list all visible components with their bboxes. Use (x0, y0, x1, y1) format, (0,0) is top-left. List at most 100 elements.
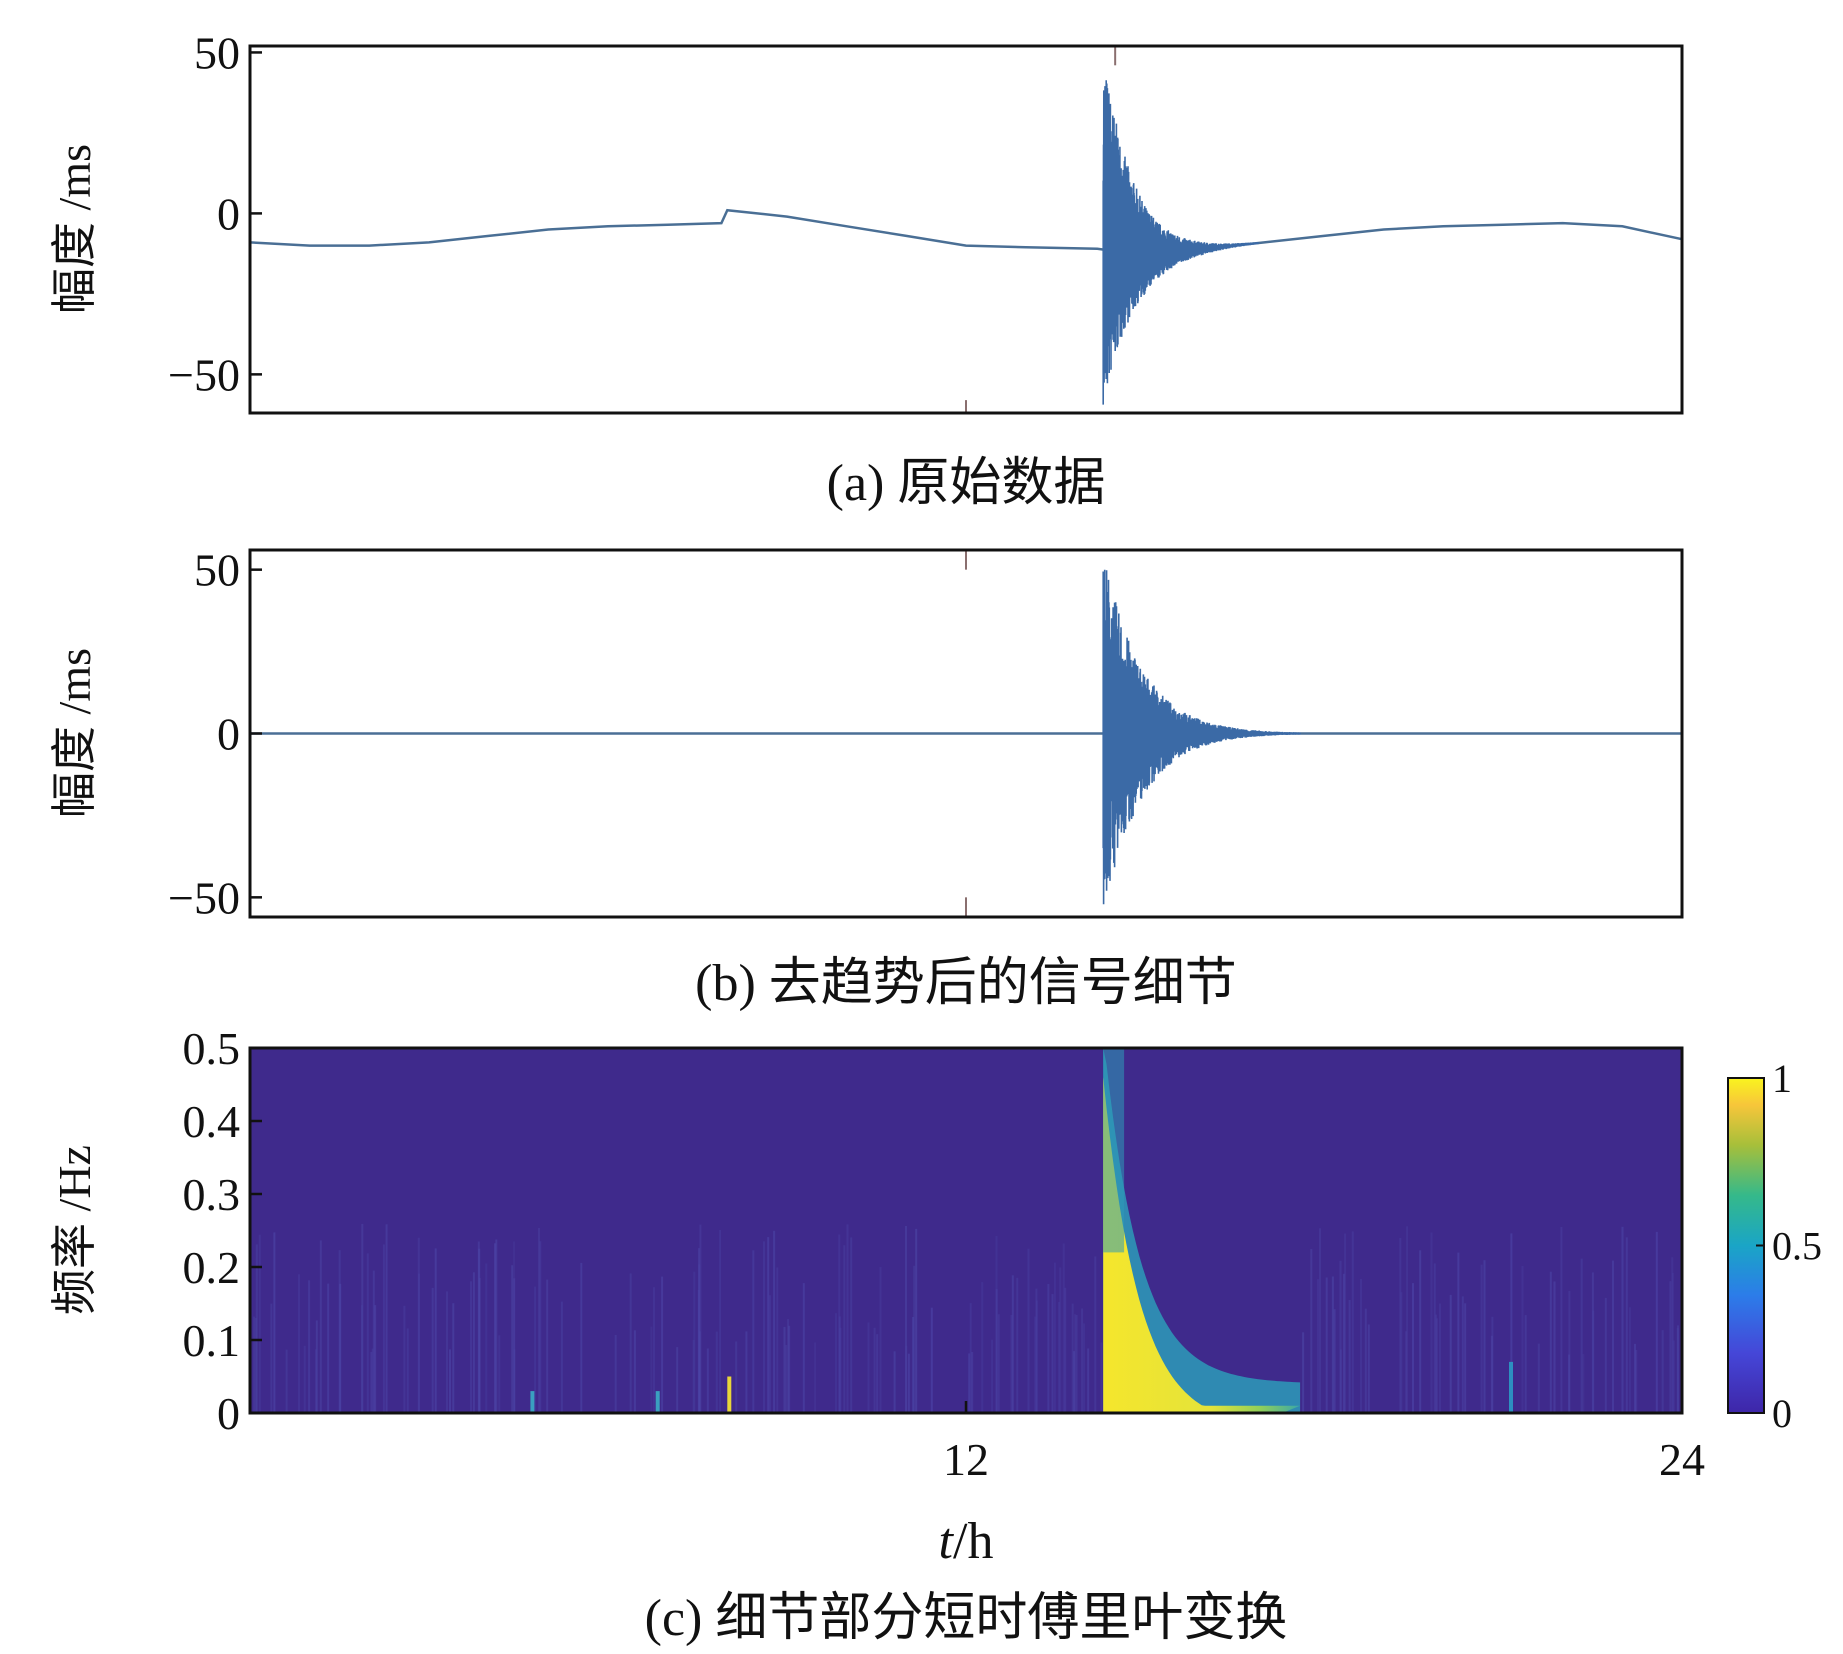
spectrogram-streak (930, 1307, 933, 1413)
xlabel-italic: t (939, 1513, 955, 1570)
spectrogram-spot (530, 1391, 535, 1413)
spectrogram-streak (893, 1351, 896, 1413)
spectrogram-streak (1010, 1315, 1013, 1413)
ytick-label: 0.2 (183, 1242, 241, 1293)
spectrogram-streak (560, 1301, 563, 1413)
spectrogram-streak (1671, 1272, 1674, 1413)
spectrogram-streak (338, 1250, 341, 1413)
spectrogram-streak (1521, 1266, 1524, 1413)
spectrogram-streak (1073, 1351, 1076, 1413)
spectrogram-streak (969, 1303, 972, 1413)
spectrogram-streak (715, 1331, 718, 1413)
spectrogram-streak (1100, 1342, 1103, 1413)
panel-b: 50 0 −50 幅度 /ms (b) 去趋势后的信号细节 (49, 545, 1684, 1012)
spectrogram-streak (1604, 1297, 1607, 1413)
panel-a-frame (248, 44, 1684, 415)
spectrogram-spot (655, 1391, 660, 1413)
event-onset-streak (1103, 1048, 1125, 1253)
spectrogram-streak (477, 1241, 480, 1413)
spectrogram-streak (693, 1271, 696, 1413)
spectrogram-streak (406, 1328, 409, 1413)
spectrogram-streak (1677, 1325, 1679, 1413)
spectrogram-streak (735, 1341, 738, 1413)
spectrogram-streak (1344, 1233, 1347, 1413)
spectrogram-streak (1053, 1262, 1056, 1413)
spectrogram-streak (676, 1347, 679, 1413)
spectrogram-streak (814, 1342, 817, 1413)
spectrogram-streak (1671, 1257, 1674, 1413)
xtick-label: 12 (943, 1434, 989, 1485)
spectrogram-streak (254, 1318, 257, 1413)
spectrogram-streak (1331, 1276, 1334, 1413)
spectrogram-streak (1367, 1324, 1370, 1413)
spectrogram-streak (1592, 1310, 1595, 1413)
spectrogram-streak (308, 1280, 311, 1413)
spectrogram-streak (1339, 1260, 1342, 1413)
panel-a: 50 0 −50 幅度 /ms (a) 原始数据 (49, 27, 1684, 512)
spectrogram-streak (907, 1353, 910, 1413)
spectrogram-streak (1051, 1294, 1054, 1413)
colorbar-tick-label: 1 (1772, 1056, 1792, 1101)
spectrogram-streak (485, 1263, 488, 1413)
spectrogram-streak (470, 1281, 472, 1413)
spectrogram-streak (1510, 1233, 1513, 1413)
spectrogram-streak (1582, 1354, 1585, 1413)
spectrogram-spot (1509, 1361, 1513, 1413)
spectrogram-streak (1457, 1252, 1460, 1413)
spectrogram-streak (1430, 1232, 1433, 1413)
ytick-label: 50 (194, 545, 240, 596)
spectrogram-streak (498, 1335, 501, 1413)
spectrogram-streak (360, 1305, 363, 1413)
ytick-label: 0.5 (183, 1023, 241, 1074)
spectrogram-streak (650, 1326, 653, 1413)
spectrogram-streak (1612, 1260, 1614, 1413)
spectrogram-streak (1064, 1287, 1067, 1413)
spectrogram-streak (1405, 1331, 1408, 1413)
spectrogram-streak (1087, 1348, 1090, 1413)
spectrogram-streak (314, 1349, 317, 1413)
ytick-label: −50 (168, 872, 240, 923)
spectrogram-background (250, 1048, 1682, 1413)
spectrogram-streak (1081, 1308, 1084, 1413)
ytick-label: 0.1 (183, 1315, 241, 1366)
spectrogram-streak (1339, 1349, 1342, 1413)
xtick-label: 24 (1659, 1434, 1705, 1485)
spectrogram-spot (727, 1376, 732, 1413)
ytick-label: 0 (217, 188, 240, 239)
spectrogram-streak (692, 1339, 695, 1413)
spectrogram-streak (372, 1270, 375, 1413)
spectrogram-streak (1047, 1284, 1050, 1413)
spectrogram-streak (698, 1264, 701, 1413)
spectrogram-streak (1669, 1281, 1672, 1413)
spectrogram-streak (1436, 1318, 1438, 1413)
panel-b-ylabel: 幅度 /ms (49, 648, 100, 818)
spectrogram-streak (879, 1267, 882, 1413)
spectrogram-streak (1399, 1238, 1402, 1413)
spectrogram-streak (303, 1345, 306, 1413)
spectrogram-streak (843, 1245, 846, 1413)
spectrogram-streak (905, 1226, 907, 1413)
spectrogram-streak (258, 1234, 261, 1413)
ytick-label: −50 (168, 349, 240, 400)
spectrogram-streak (1433, 1263, 1436, 1413)
spectrogram-streak (1568, 1354, 1571, 1413)
spectrogram-streak (1074, 1314, 1076, 1413)
spectrogram-streak (270, 1303, 273, 1413)
colorbar-ticks: 10.50 (1756, 1056, 1822, 1436)
spectrogram-streak (403, 1305, 406, 1413)
spectrogram-streak (452, 1303, 455, 1413)
spectrogram-streak (698, 1248, 700, 1413)
spectrogram-streak (1524, 1315, 1527, 1413)
spectrogram-streak (981, 1282, 984, 1413)
spectrogram-streak (915, 1228, 918, 1413)
spectrogram-streak (1360, 1278, 1362, 1413)
spectrogram-streak (434, 1248, 437, 1413)
ytick-label: 0.4 (183, 1096, 241, 1147)
spectrogram-streak (846, 1224, 849, 1413)
spectrogram-streak (371, 1348, 374, 1413)
spectrogram-streak (745, 1331, 748, 1413)
spectrogram-streak (315, 1320, 318, 1413)
ytick-label: 0 (217, 1388, 240, 1439)
spectrogram-streak (1655, 1231, 1658, 1413)
spectrogram-streak (253, 1316, 256, 1413)
